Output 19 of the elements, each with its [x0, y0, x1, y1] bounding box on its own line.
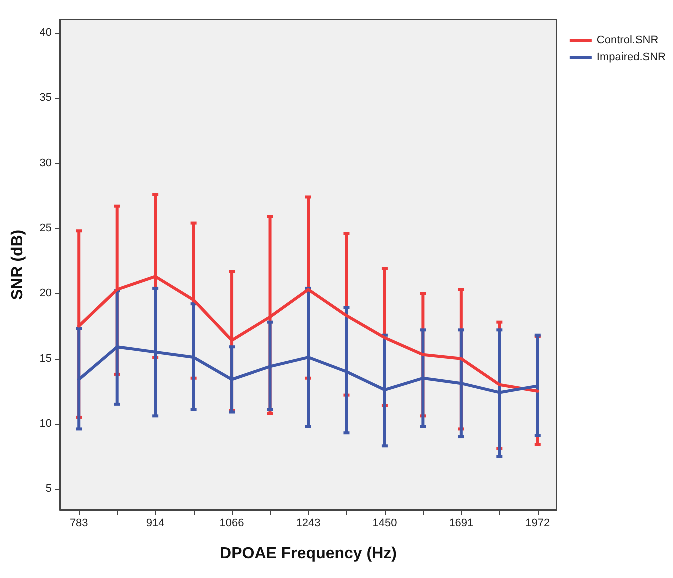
x-tick-label: 1691 [449, 518, 474, 530]
x-tick-label: 783 [70, 518, 88, 530]
x-tick-label: 1972 [526, 518, 550, 530]
y-tick-label: 20 [40, 288, 52, 300]
x-tick-label: 914 [146, 518, 165, 530]
x-tick-label: 1243 [296, 518, 321, 530]
y-tick-label: 5 [46, 483, 52, 496]
x-axis-title: DPOAE Frequency (Hz) [220, 546, 397, 562]
x-tick-label: 1450 [372, 518, 398, 530]
y-tick-label: 30 [40, 157, 52, 170]
y-axis-title: SNR (dB) [10, 230, 26, 300]
y-tick-label: 10 [40, 418, 52, 430]
y-tick-label: 40 [40, 27, 52, 40]
x-tick-label: 1066 [220, 518, 244, 530]
legend-label: Control.SNR [596, 34, 659, 46]
y-tick-label: 35 [40, 92, 52, 104]
y-tick-label: 15 [40, 352, 52, 365]
legend-label: Impaired.SNR [596, 52, 666, 64]
y-tick-label: 25 [40, 222, 52, 235]
